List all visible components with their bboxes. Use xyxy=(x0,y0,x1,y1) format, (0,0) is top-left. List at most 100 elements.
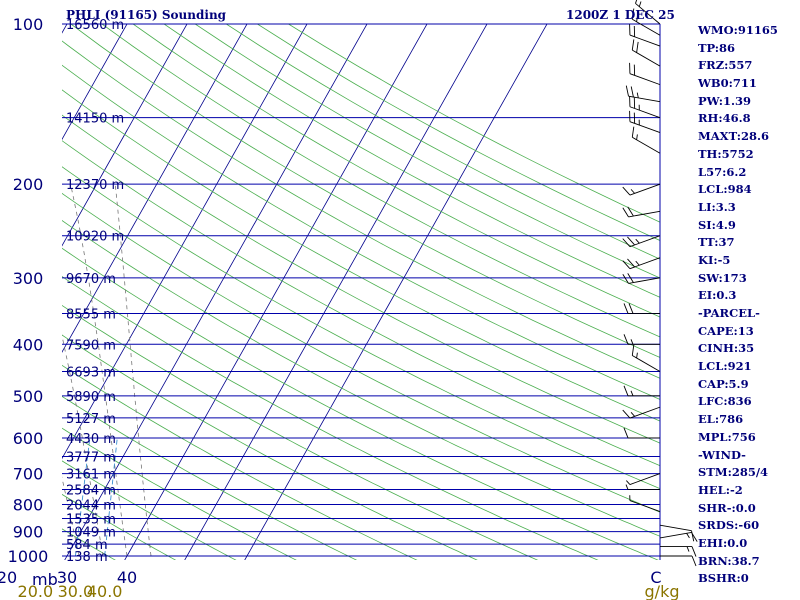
index-item: EL:786 xyxy=(698,412,744,427)
dry-adiabat-line xyxy=(62,493,177,560)
wind-barb xyxy=(631,344,661,372)
moist-adiabat-line xyxy=(0,184,7,556)
wind-barb xyxy=(623,303,660,314)
wind-barb xyxy=(622,257,661,270)
moist-adiabat-line xyxy=(70,184,128,557)
wind-barb xyxy=(629,110,661,134)
index-item: KI:-5 xyxy=(698,252,731,267)
index-item: TH:5752 xyxy=(698,146,754,161)
dry-adiabat-line xyxy=(62,460,237,560)
wind-barb xyxy=(660,555,697,567)
wind-barb xyxy=(622,406,661,419)
dry-adiabat-line xyxy=(70,24,660,358)
pressure-tick-label: 800 xyxy=(13,495,44,514)
dry-adiabat-line xyxy=(62,364,418,560)
isobar-height-label: 16560 m xyxy=(66,18,124,33)
wind-barb xyxy=(631,8,661,36)
dewpoint-line xyxy=(0,24,5,556)
dry-adiabat-line xyxy=(132,24,660,318)
isobar-height-label: 4430 m xyxy=(66,432,116,447)
dry-adiabat-line xyxy=(62,89,660,422)
dry-adiabat-line xyxy=(62,40,660,379)
wind-barb xyxy=(625,484,660,490)
index-item: MAXT:28.6 xyxy=(698,129,769,144)
index-item: LI:3.3 xyxy=(698,199,736,214)
wind-barb xyxy=(626,473,661,485)
wind-barb xyxy=(625,85,661,103)
dry-adiabat-line xyxy=(62,140,660,467)
index-item: WB0:711 xyxy=(698,76,757,91)
index-item: SRDS:-60 xyxy=(698,518,760,533)
isotherm-line xyxy=(62,24,308,460)
mixing-ratio-label: 20.0 xyxy=(18,582,54,600)
dry-adiabats xyxy=(0,0,660,567)
isobar-height-label: 10920 m xyxy=(66,230,124,245)
pressure-tick-label: 500 xyxy=(13,387,44,406)
moist-adiabat-line xyxy=(114,184,152,557)
temperature-tick-labels: -50−40−30−20−10010203040C xyxy=(0,568,662,587)
dry-adiabat-line xyxy=(62,528,116,560)
mixing-ratio-label: 40.0 xyxy=(87,582,123,600)
dry-adiabat-line xyxy=(62,304,539,560)
wind-barb xyxy=(629,495,661,512)
wind-barb xyxy=(660,546,697,557)
temperature-tick-label: 20 xyxy=(0,568,17,587)
isobar-height-label: 3777 m xyxy=(66,450,116,465)
pressure-tick-label: 900 xyxy=(13,523,44,542)
wind-barb xyxy=(622,235,661,248)
isotherm-line xyxy=(62,24,128,141)
wind-barb xyxy=(629,62,661,86)
mixing-ratio-line xyxy=(104,437,118,557)
isobar-height-label: 138 m xyxy=(66,550,108,565)
mixing-ratio-line xyxy=(74,437,91,557)
dry-adiabat-line xyxy=(62,114,660,444)
index-item: TT:37 xyxy=(698,235,735,250)
dry-adiabat-line xyxy=(62,166,660,490)
pressure-tick-label: 100 xyxy=(13,15,44,34)
pressure-tick-label: 1000 xyxy=(8,547,49,566)
dry-adiabat-line xyxy=(0,0,6,567)
isobars xyxy=(62,23,661,560)
isobar-height-label: 12370 m xyxy=(66,178,124,193)
dry-adiabat-line xyxy=(62,334,478,560)
isobar-height-label: 6693 m xyxy=(66,366,116,381)
index-item: BRN:38.7 xyxy=(698,553,760,568)
index-item: -WIND- xyxy=(698,447,746,462)
dry-adiabat-line xyxy=(62,276,599,560)
isobar-height-label: 7590 m xyxy=(66,338,116,353)
dry-adiabat-line xyxy=(62,427,297,560)
mixing-ratio-unit-label: g/kg xyxy=(645,582,680,600)
temperature-unit-label: C xyxy=(650,568,661,587)
isotherm-line xyxy=(184,24,488,560)
index-item: LFC:836 xyxy=(698,394,752,409)
index-item: WMO:91165 xyxy=(698,23,778,37)
index-item: BSHR:0 xyxy=(698,571,749,586)
temperature-tick-label: 40 xyxy=(117,568,137,587)
isobar-height-label: 14150 m xyxy=(66,112,124,127)
dry-adiabat-line xyxy=(62,192,660,513)
index-item: STM:285/4 xyxy=(698,465,769,480)
wind-barb xyxy=(629,24,661,47)
index-item: TP:86 xyxy=(698,40,736,55)
observation-time: 1200Z 1 DEC 25 xyxy=(566,8,675,22)
wind-barb xyxy=(623,385,660,397)
index-item: FRZ:557 xyxy=(698,58,753,73)
isobar-height-label: 5127 m xyxy=(66,412,116,427)
isobar-height-label: 584 m xyxy=(66,538,108,553)
isotherm-line xyxy=(62,24,188,247)
wind-barb xyxy=(631,39,661,67)
mixing-ratio-lines xyxy=(74,437,118,557)
pressure-tick-label: 200 xyxy=(13,175,44,194)
index-item: SHR-:0.0 xyxy=(698,500,756,515)
pressure-tick-label: 600 xyxy=(13,429,44,448)
index-item: -PARCEL- xyxy=(698,306,760,320)
dry-adiabat-line xyxy=(62,247,659,560)
isotherm-line xyxy=(244,24,548,560)
index-item: L57:6.2 xyxy=(698,164,747,179)
index-item: CINH:35 xyxy=(698,341,755,356)
wind-barb xyxy=(659,531,698,542)
isobar-height-label: 2584 m xyxy=(66,484,116,499)
pressure-unit-label: mb xyxy=(32,570,58,589)
pressure-tick-labels: 100 200 300 400 500 600 700 800 900 1000 mb xyxy=(8,15,58,589)
wind-barb xyxy=(623,334,660,345)
